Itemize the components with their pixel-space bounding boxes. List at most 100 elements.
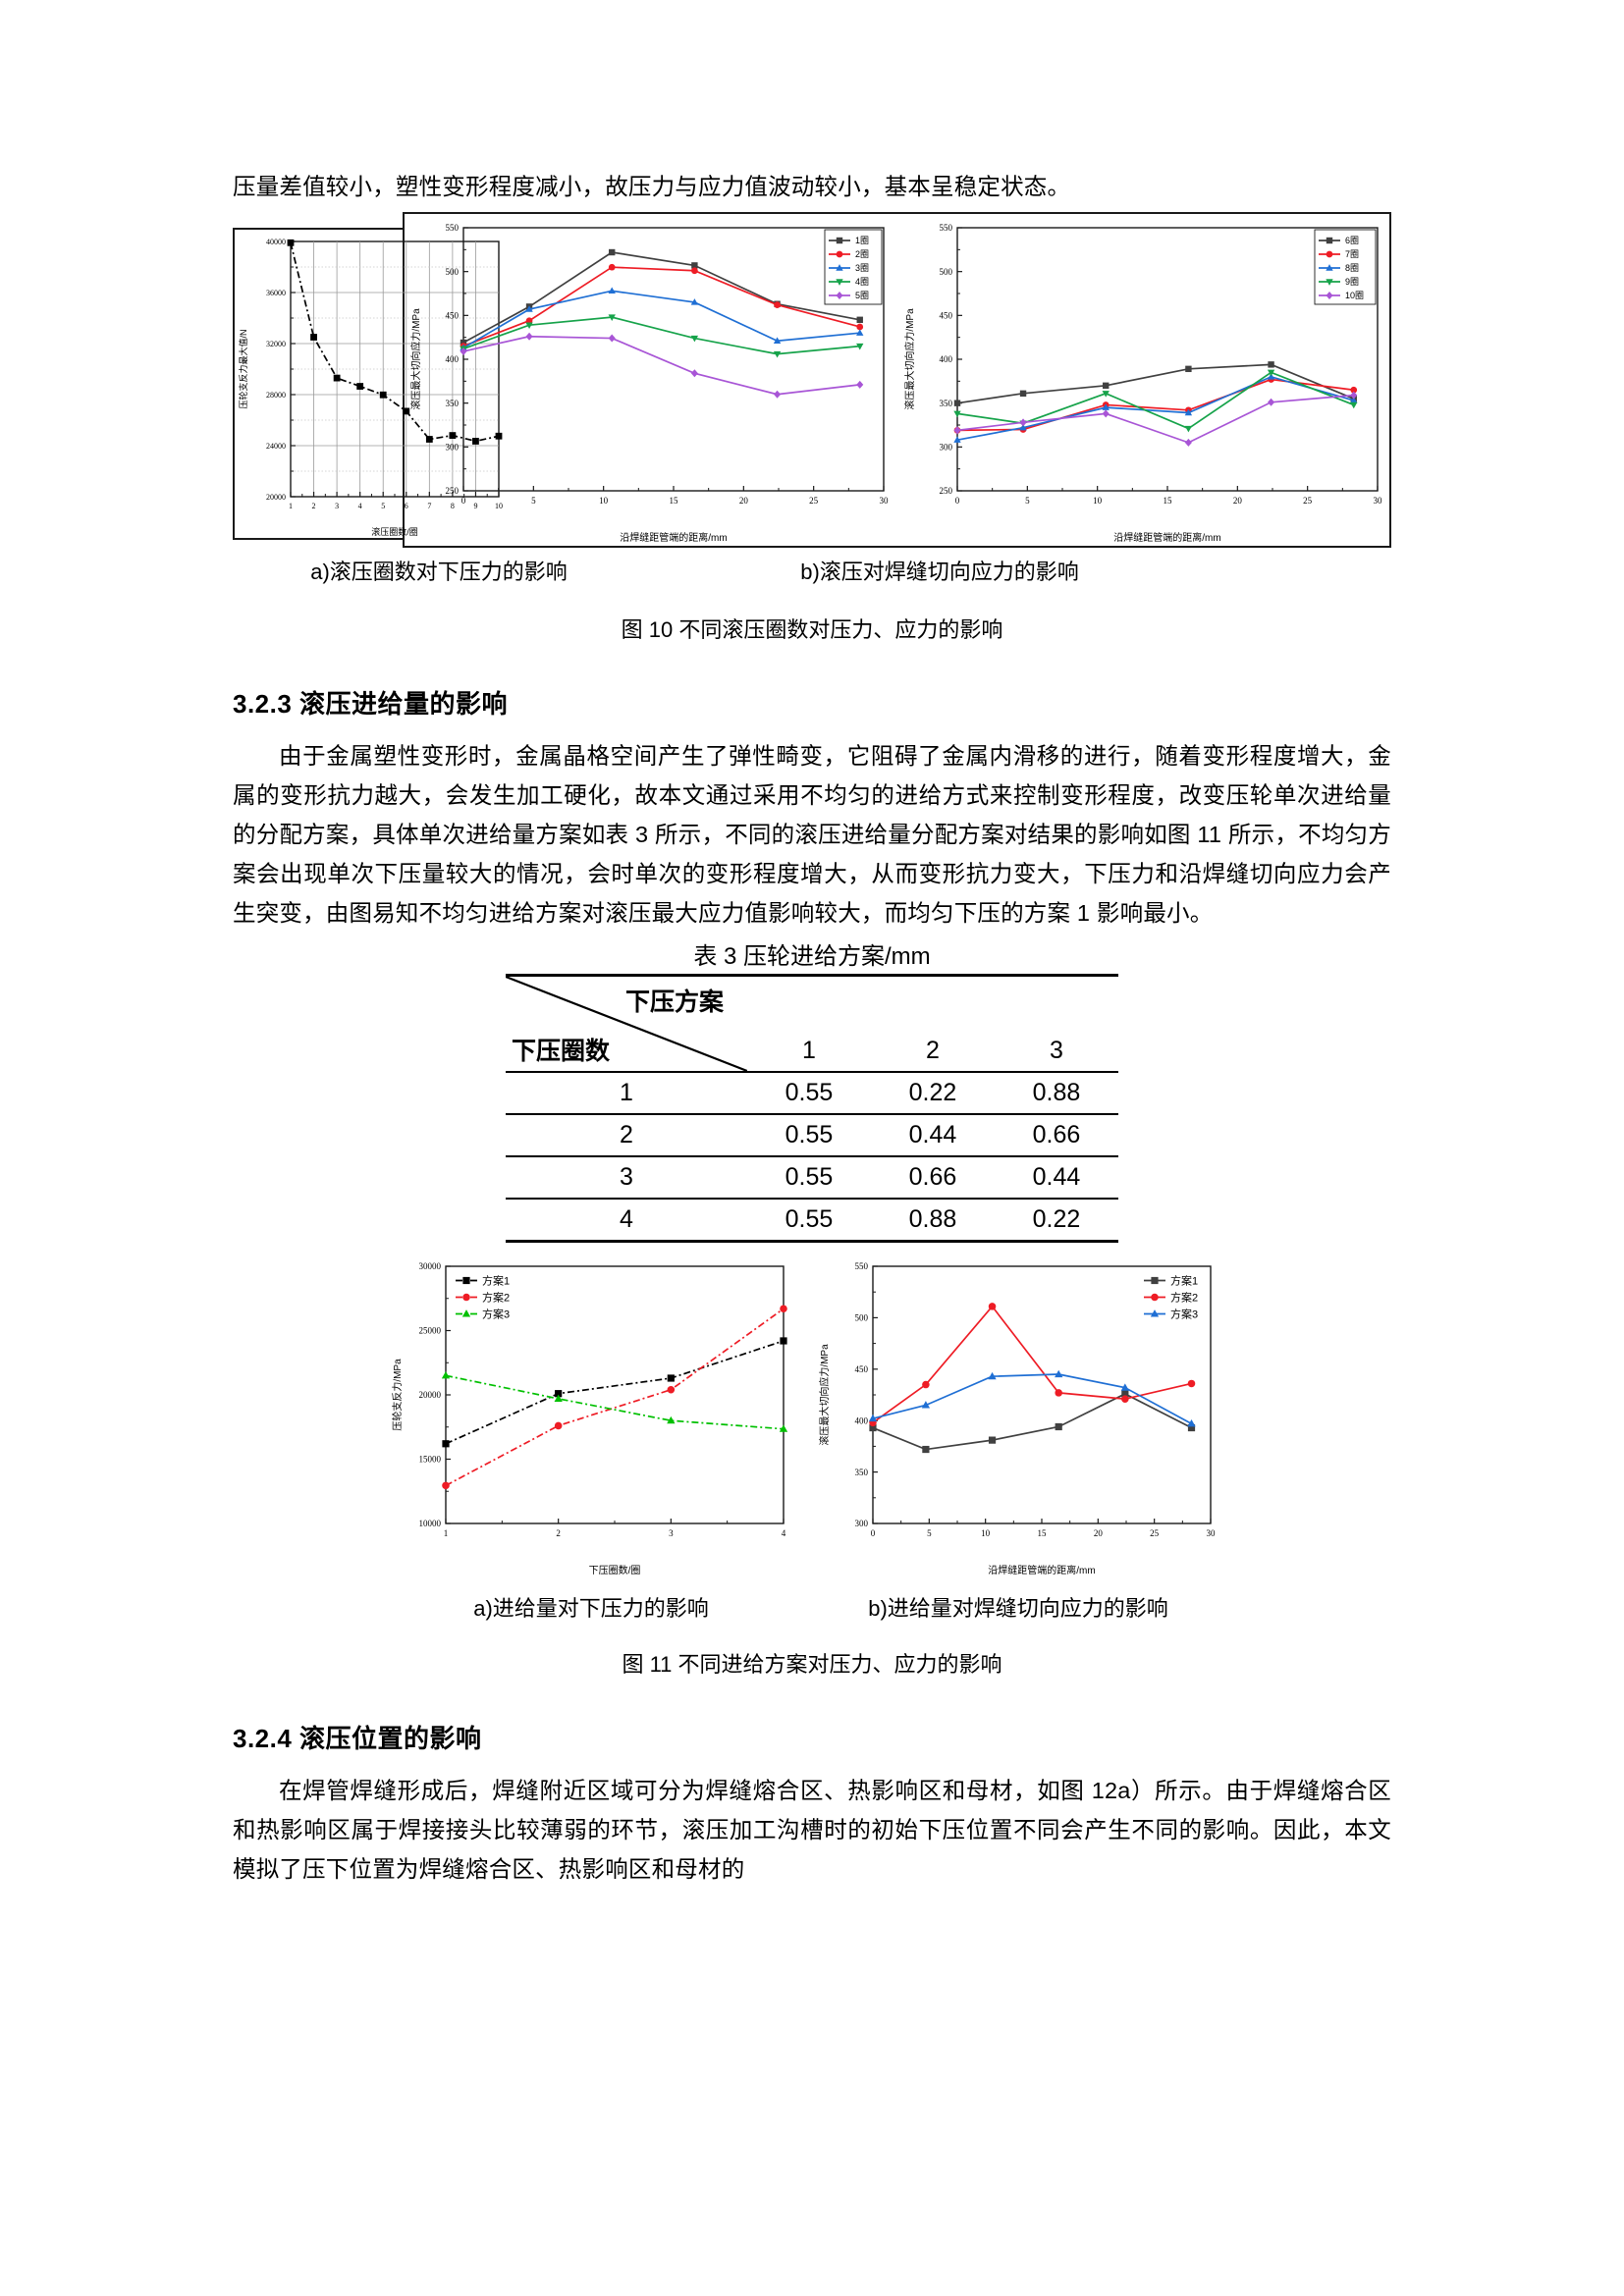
chart-fig10a: 1 2 3 4 5 6 7 8 9 10 20000 24000 28000 32000 36000 4000… [236, 232, 507, 538]
svg-text:25: 25 [1303, 496, 1313, 506]
svg-text:2: 2 [312, 502, 316, 510]
figure-11-subcaptions: a)进给量对下压力的影响 b)进给量对焊缝切向应力的影响 [233, 1594, 1391, 1624]
table-3-header-scheme: 下压方案 [624, 988, 724, 1016]
svg-text:7圈: 7圈 [1345, 249, 1359, 259]
paragraph-3-2-3: 由于金属塑性变形时，金属晶格空间产生了弹性畸变，它阻碍了金属内滑移的进行，随着变… [233, 743, 1391, 926]
svg-text:32000: 32000 [266, 340, 286, 348]
table-3-col-header-1: 1 [802, 1037, 816, 1064]
svg-text:30: 30 [1207, 1528, 1217, 1538]
svg-text:7: 7 [427, 502, 431, 510]
figure-10-subcaption-a: a)滚压圈数对下压力的影响 [310, 560, 568, 584]
svg-text:20000: 20000 [419, 1390, 442, 1400]
svg-text:15: 15 [1164, 496, 1173, 506]
svg-text:5: 5 [531, 496, 536, 506]
svg-text:沿焊缝距管端的距离/mm: 沿焊缝距管端的距离/mm [988, 1564, 1095, 1576]
svg-text:10: 10 [1093, 496, 1103, 506]
svg-text:下压圈数/圈: 下压圈数/圈 [589, 1564, 641, 1576]
svg-text:40000: 40000 [266, 238, 286, 246]
svg-text:300: 300 [855, 1519, 869, 1528]
svg-text:1: 1 [444, 1528, 449, 1538]
svg-text:500: 500 [940, 267, 953, 277]
svg-text:350: 350 [855, 1468, 869, 1477]
svg-text:8圈: 8圈 [1345, 263, 1359, 273]
table-3-cell: 0.88 [908, 1205, 957, 1233]
table-3-cell: 0.22 [1032, 1205, 1081, 1233]
svg-text:6: 6 [405, 502, 408, 510]
table-3-cell: 0.55 [785, 1079, 834, 1106]
heading-3-2-4: 3.2.4 滚压位置的影响 [233, 1724, 482, 1753]
svg-text:压轮支反力/MPa: 压轮支反力/MPa [391, 1359, 404, 1431]
svg-text:方案1: 方案1 [482, 1273, 510, 1287]
svg-text:10: 10 [495, 502, 503, 510]
figure-10: 1 2 3 4 5 6 7 8 9 10 20000 24000 28000 32000 36000 4000… [233, 212, 1391, 548]
table-3-cell: 0.55 [785, 1205, 834, 1233]
svg-text:压轮支反力最大值/N: 压轮支反力最大值/N [238, 329, 248, 408]
table-3-row-label: 2 [620, 1121, 633, 1148]
svg-text:滚压最大切向应力/MPa: 滚压最大切向应力/MPa [818, 1344, 831, 1446]
svg-text:10: 10 [981, 1528, 991, 1538]
svg-text:250: 250 [940, 486, 953, 496]
figure-11: 1 2 3 4 10000 15000 20000 25000 30000 下压圈数/圈 压轮支反力… [233, 1253, 1391, 1576]
svg-text:400: 400 [446, 354, 460, 364]
svg-text:36000: 36000 [266, 289, 286, 297]
chart-fig10b: 0 5 10 15 20 25 30 250 300 350 400 450 500 550 沿焊缝距管端的… [406, 216, 895, 544]
svg-text:方案2: 方案2 [482, 1290, 510, 1304]
table-3-corner-header: 下压方案 下压圈数 [506, 976, 747, 1073]
table-3-header-row: 下压方案 下压圈数 1 2 3 [506, 975, 1118, 1073]
svg-text:4: 4 [782, 1528, 786, 1538]
figure-11-subcaption-b: b)进给量对焊缝切向应力的影响 [868, 1596, 1168, 1621]
svg-text:5圈: 5圈 [855, 291, 869, 300]
svg-text:550: 550 [446, 223, 460, 233]
svg-text:15000: 15000 [419, 1455, 442, 1465]
table-3-row-label: 1 [620, 1079, 633, 1106]
svg-text:4: 4 [358, 502, 362, 510]
table-3-head: 下压方案 下压圈数 1 2 3 [506, 975, 1118, 1073]
svg-text:0: 0 [461, 496, 466, 506]
table-3-cell: 0.44 [1032, 1163, 1081, 1191]
table-3-row-label: 4 [620, 1205, 633, 1233]
svg-text:1圈: 1圈 [855, 236, 869, 245]
chart-fig11a: 1 2 3 4 10000 15000 20000 25000 30000 下压圈数/圈 压轮支反力… [385, 1253, 797, 1576]
svg-text:滚压圈数/圈: 滚压圈数/圈 [371, 526, 418, 537]
figure-10-caption: 图 10 不同滚压圈数对压力、应力的影响 [621, 617, 1003, 642]
svg-text:300: 300 [446, 443, 460, 453]
svg-text:30: 30 [1374, 496, 1383, 506]
table-3-cell: 0.55 [785, 1121, 834, 1148]
svg-text:8: 8 [451, 502, 455, 510]
svg-text:3圈: 3圈 [855, 263, 869, 273]
svg-text:5: 5 [381, 502, 385, 510]
table-3-col-header-2: 2 [926, 1037, 940, 1064]
svg-text:4圈: 4圈 [855, 277, 869, 287]
svg-text:方案1: 方案1 [1170, 1273, 1198, 1287]
svg-text:2圈: 2圈 [855, 249, 869, 259]
chart-fig11b: 0 5 10 15 20 25 30 300 350 400 450 500 550 沿焊缝距管端的距离/… [812, 1253, 1224, 1576]
svg-text:9: 9 [473, 502, 477, 510]
table-3: 下压方案 下压圈数 1 2 3 1 0.55 0.22 0.88 2 0.55 … [506, 974, 1118, 1243]
table-3-col-header-3: 3 [1050, 1037, 1063, 1064]
svg-text:6圈: 6圈 [1345, 236, 1359, 245]
svg-text:10圈: 10圈 [1345, 291, 1364, 300]
svg-text:500: 500 [855, 1313, 869, 1323]
svg-text:30: 30 [880, 496, 890, 506]
svg-text:20: 20 [1233, 496, 1243, 506]
svg-text:450: 450 [446, 311, 460, 321]
paragraph-3-2-4: 在焊管焊缝形成后，焊缝附近区域可分为焊缝熔合区、热影响区和母材，如图 12a）所… [233, 1778, 1391, 1882]
svg-text:550: 550 [855, 1261, 869, 1271]
svg-text:0: 0 [871, 1528, 876, 1538]
svg-text:350: 350 [446, 399, 460, 408]
table-3-cell: 0.66 [908, 1163, 957, 1191]
svg-text:550: 550 [940, 223, 953, 233]
table-row: 1 0.55 0.22 0.88 [506, 1072, 1118, 1114]
table-3-cell: 0.44 [908, 1121, 957, 1148]
figure-10-panel-bc-frame [403, 212, 1391, 548]
svg-text:方案2: 方案2 [1170, 1290, 1198, 1304]
svg-text:10000: 10000 [419, 1519, 442, 1528]
svg-text:0: 0 [955, 496, 960, 506]
table-3-row-label: 3 [620, 1163, 633, 1191]
figure-10-subcaption-b: b)滚压对焊缝切向应力的影响 [800, 560, 1079, 584]
svg-text:9圈: 9圈 [1345, 277, 1359, 287]
svg-text:10: 10 [599, 496, 609, 506]
svg-text:350: 350 [940, 399, 953, 408]
svg-text:2: 2 [556, 1528, 561, 1538]
